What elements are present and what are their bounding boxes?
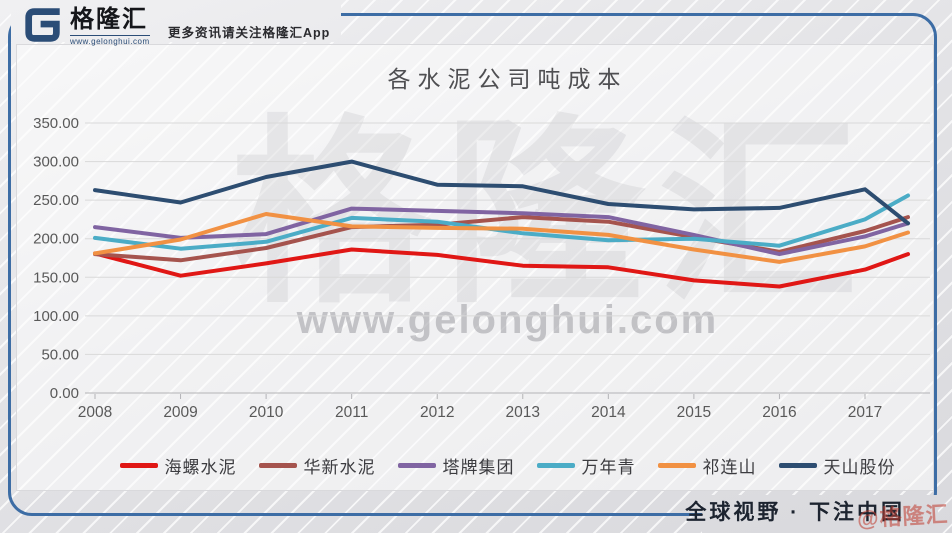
legend-swatch-icon [536,462,575,468]
legend-item: 塔牌集团 [397,453,515,478]
legend-item: 祁连山 [657,453,757,478]
logo-text: 格隆汇 [70,6,148,33]
legend-item: 海螺水泥 [119,453,237,478]
legend-label: 祁连山 [702,457,757,477]
header-tagline: 更多资讯请关注格隆汇App [168,26,331,40]
footer-background [702,495,938,533]
legend-swatch-icon [778,462,817,468]
legend-label: 海螺水泥 [164,457,237,477]
footer-slogan: 全球视野 · 下注中国 [685,501,905,524]
legend-swatch-icon [397,462,436,468]
chart-legend: 海螺水泥 华新水泥 塔牌集团 万年青 祁连山 天山股份 [85,450,930,480]
logo-site-url: www.gelonghui.com [70,35,150,46]
chart-title: 各水泥公司吨成本 [387,67,628,92]
gelonghui-logo-icon [25,8,60,42]
legend-swatch-icon [258,462,297,468]
card-blue-frame [8,13,937,516]
gelonghui-logo: 格隆汇 www.gelonghui.com [22,4,150,46]
legend-item: 华新水泥 [258,453,376,478]
legend-swatch-icon [119,462,158,468]
legend-swatch-icon [657,462,696,468]
header-background [11,0,341,42]
legend-item: 天山股份 [778,453,896,478]
legend-label: 塔牌集团 [442,457,515,477]
chart-panel [16,44,934,491]
legend-label: 天山股份 [823,457,896,477]
legend-label: 华新水泥 [303,457,376,477]
legend-label: 万年青 [581,457,636,477]
legend-item: 万年青 [536,453,636,478]
